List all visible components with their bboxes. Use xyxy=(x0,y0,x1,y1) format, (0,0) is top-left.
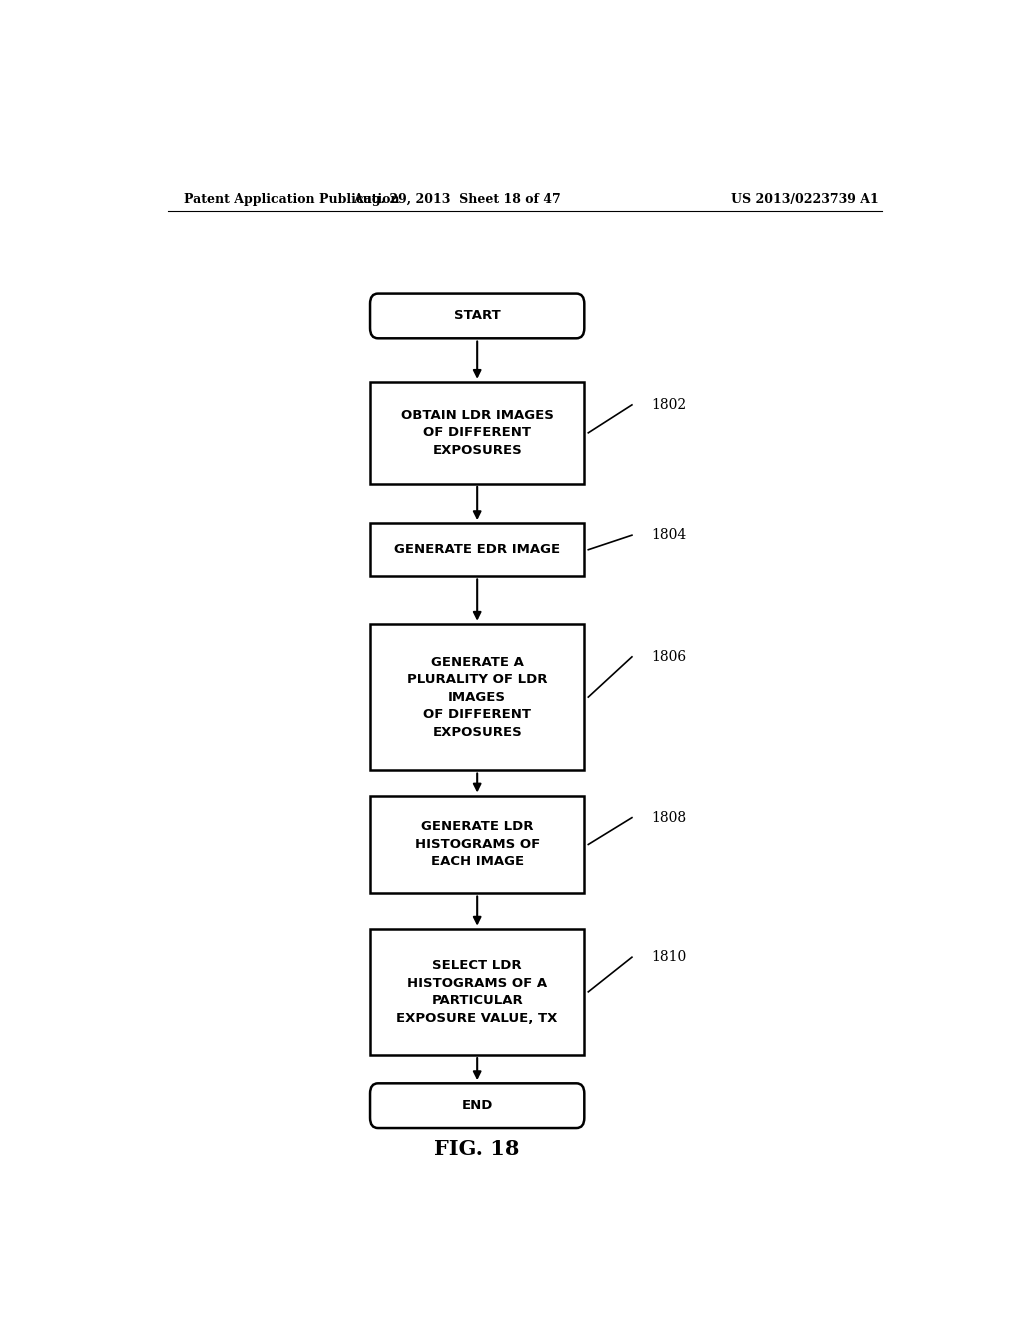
Text: 1810: 1810 xyxy=(652,950,687,964)
Bar xyxy=(370,381,585,483)
Bar xyxy=(370,624,585,771)
Text: Patent Application Publication: Patent Application Publication xyxy=(183,193,399,206)
Bar xyxy=(370,523,585,576)
Text: 1804: 1804 xyxy=(652,528,687,543)
Text: 1806: 1806 xyxy=(652,649,687,664)
Text: US 2013/0223739 A1: US 2013/0223739 A1 xyxy=(731,193,879,206)
Text: END: END xyxy=(462,1100,493,1113)
FancyBboxPatch shape xyxy=(370,293,585,338)
Text: GENERATE LDR
HISTOGRAMS OF
EACH IMAGE: GENERATE LDR HISTOGRAMS OF EACH IMAGE xyxy=(415,821,540,869)
Text: GENERATE A
PLURALITY OF LDR
IMAGES
OF DIFFERENT
EXPOSURES: GENERATE A PLURALITY OF LDR IMAGES OF DI… xyxy=(407,656,548,739)
Text: Aug. 29, 2013  Sheet 18 of 47: Aug. 29, 2013 Sheet 18 of 47 xyxy=(353,193,561,206)
Text: 1802: 1802 xyxy=(652,397,687,412)
Text: FIG. 18: FIG. 18 xyxy=(434,1139,520,1159)
Text: SELECT LDR
HISTOGRAMS OF A
PARTICULAR
EXPOSURE VALUE, TX: SELECT LDR HISTOGRAMS OF A PARTICULAR EX… xyxy=(396,960,558,1024)
Text: START: START xyxy=(454,309,501,322)
Bar xyxy=(370,929,585,1055)
Bar xyxy=(370,796,585,894)
Text: GENERATE EDR IMAGE: GENERATE EDR IMAGE xyxy=(394,544,560,556)
Text: 1808: 1808 xyxy=(652,810,687,825)
FancyBboxPatch shape xyxy=(370,1084,585,1129)
Text: OBTAIN LDR IMAGES
OF DIFFERENT
EXPOSURES: OBTAIN LDR IMAGES OF DIFFERENT EXPOSURES xyxy=(400,409,554,457)
